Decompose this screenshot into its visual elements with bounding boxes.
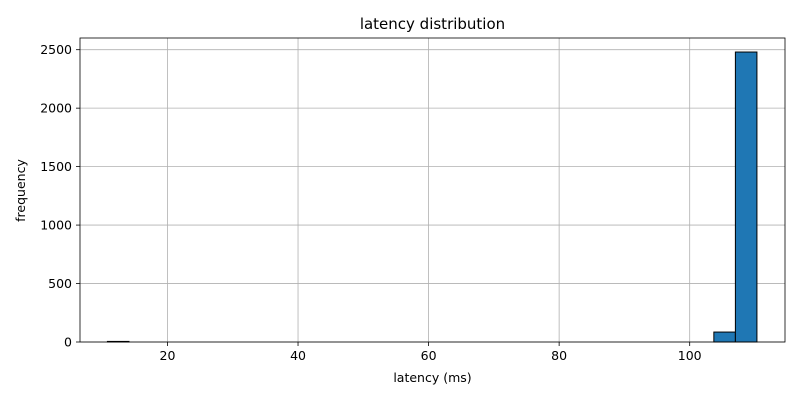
x-tick-label-0: 20 — [160, 348, 176, 363]
y-tick-label-3: 1500 — [40, 159, 72, 174]
plot-frame — [79, 37, 786, 343]
y-tick-label-0: 0 — [64, 335, 72, 350]
histogram-bars — [106, 51, 758, 343]
histogram-bar-7 — [713, 331, 736, 343]
x-tick-label-3: 80 — [551, 348, 567, 363]
chart-title: latency distribution — [360, 15, 505, 33]
y-tick-label-4: 2000 — [40, 101, 72, 116]
grid-lines — [80, 38, 785, 343]
axes — [79, 37, 786, 343]
y-tick-label-1: 500 — [48, 276, 72, 291]
histogram-bar-8 — [734, 51, 758, 343]
y-tick-label-5: 2500 — [40, 42, 72, 57]
y-tick-label-2: 1000 — [40, 218, 72, 233]
x-tick-label-2: 60 — [421, 348, 437, 363]
x-tick-label-1: 40 — [290, 348, 306, 363]
x-tick-label-4: 100 — [678, 348, 702, 363]
y-axis-label: frequency — [13, 159, 28, 222]
x-axis-label: latency (ms) — [393, 370, 471, 385]
